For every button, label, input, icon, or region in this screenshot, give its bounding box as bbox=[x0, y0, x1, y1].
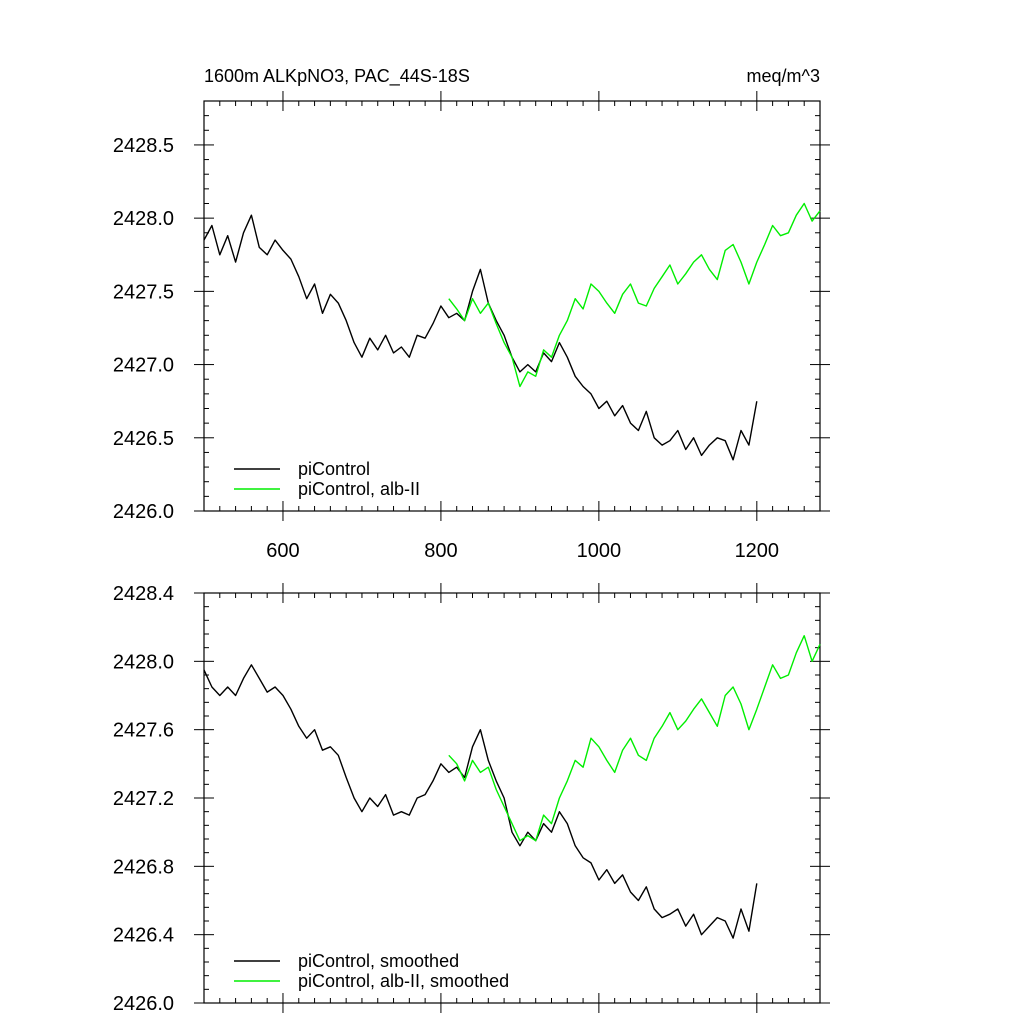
series-line-picontrol-alb-ii bbox=[448, 635, 821, 842]
y-tick-label: 2426.8 bbox=[113, 856, 174, 878]
y-tick-label: 2427.6 bbox=[113, 720, 174, 742]
plot-frame bbox=[203, 100, 821, 512]
plot-frame bbox=[203, 592, 821, 1004]
units-label: meq/m^3 bbox=[747, 66, 820, 86]
x-tick-label: 800 bbox=[424, 540, 457, 562]
legend-label: piControl, smoothed bbox=[298, 951, 459, 971]
series-line-picontrol bbox=[203, 664, 758, 939]
y-tick-label: 2426.4 bbox=[113, 925, 174, 947]
series-line-picontrol-alb-ii bbox=[448, 202, 821, 388]
y-tick-label: 2428.0 bbox=[113, 208, 174, 230]
y-tick-label: 2426.5 bbox=[113, 428, 174, 450]
y-tick-label: 2426.0 bbox=[113, 993, 174, 1015]
y-tick-label: 2427.2 bbox=[113, 788, 174, 810]
legend-label: piControl, alb-II, smoothed bbox=[298, 971, 509, 991]
x-tick-label: 1000 bbox=[577, 540, 622, 562]
top-panel: 600 800 1000 1200 2426.0 2426.5 2427.0 2427.5 24… bbox=[113, 91, 830, 562]
x-tick-label: 1200 bbox=[735, 540, 780, 562]
x-tick-label: 600 bbox=[266, 540, 299, 562]
y-tick-label: 2428.5 bbox=[113, 135, 174, 157]
series-line-picontrol bbox=[203, 214, 758, 461]
y-tick-label: 2427.5 bbox=[113, 281, 174, 303]
legend-label: piControl bbox=[298, 459, 370, 479]
y-tick-label: 2426.0 bbox=[113, 501, 174, 523]
figure-header: 1600m ALKpNO3, PAC_44S-18S meq/m^3 bbox=[204, 66, 820, 87]
y-tick-label: 2428.0 bbox=[113, 651, 174, 673]
legend-label: piControl, alb-II bbox=[298, 479, 420, 499]
y-tick-label: 2428.4 bbox=[113, 583, 174, 605]
y-tick-label: 2427.0 bbox=[113, 355, 174, 377]
bottom-panel: 2426.0 2426.4 2426.8 2427.2 2427.6 2428.0 2428… bbox=[113, 583, 830, 1015]
chart-title: 1600m ALKpNO3, PAC_44S-18S bbox=[204, 66, 470, 87]
